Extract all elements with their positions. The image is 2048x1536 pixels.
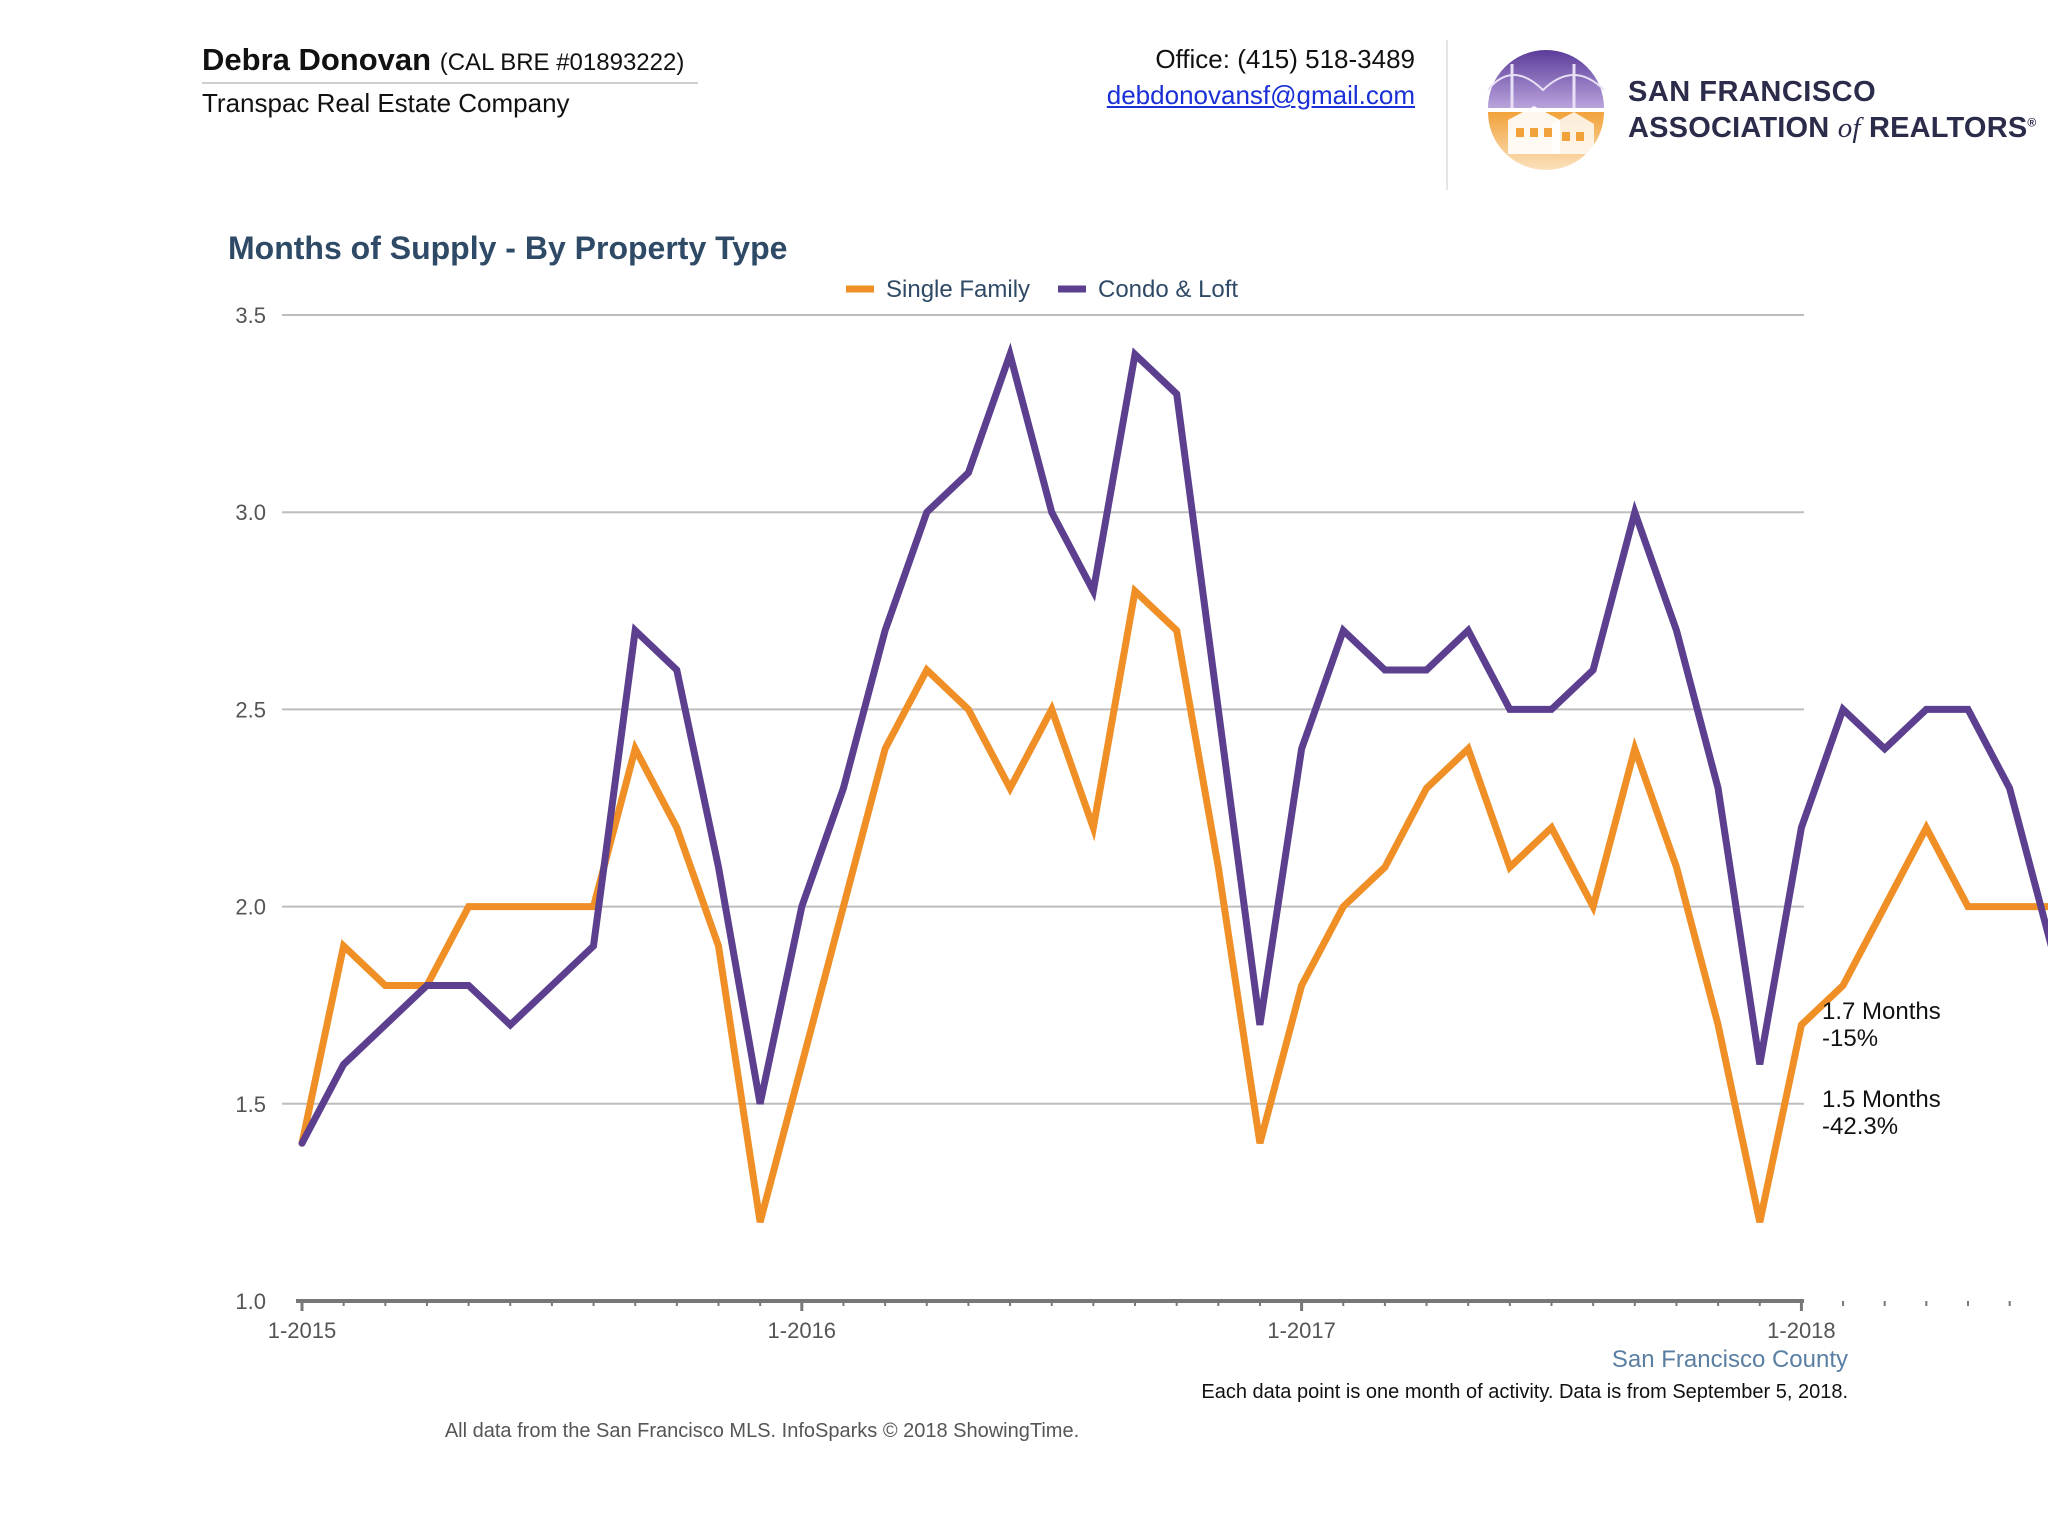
legend: Single Family Condo & Loft	[846, 276, 1238, 303]
association-name-line1: SAN FRANCISCO	[1628, 76, 1877, 108]
series-lines	[298, 342, 2048, 1223]
legend-label: Condo & Loft	[1098, 276, 1238, 303]
y-tick-label: 2.0	[235, 895, 266, 920]
end-label-change: -15%	[1822, 1025, 1878, 1052]
registered-mark: ®	[2027, 115, 2037, 130]
association-name-line2: ASSOCIATION of REALTORS®	[1628, 112, 2036, 145]
chart-title: Months of Supply - By Property Type	[228, 230, 788, 266]
sf-association-logo-icon	[1487, 50, 1605, 170]
y-tick-label: 1.5	[235, 1092, 266, 1117]
association-word: ASSOCIATION	[1628, 112, 1830, 144]
agent-license: (CAL BRE #01893222)	[439, 49, 685, 76]
x-tick-label: 1-2015	[268, 1318, 337, 1343]
agent-name: Debra Donovan (CAL BRE #01893222)	[202, 42, 684, 78]
axes: 1.0 1.5 2.0 2.5 3.0 3.5 1-2015 1-2016 1-2017 1-20…	[235, 303, 2011, 1343]
y-tick-label: 1.0	[235, 1289, 266, 1314]
y-tick-label: 2.5	[235, 697, 266, 722]
end-label-value: 1.5 Months	[1822, 1086, 1941, 1113]
agent-name-text: Debra Donovan	[202, 42, 432, 77]
source-credit: All data from the San Francisco MLS. Inf…	[444, 1420, 1080, 1442]
y-tick-label: 3.0	[235, 500, 266, 525]
legend-label: Single Family	[886, 276, 1030, 303]
y-tick-label: 3.5	[235, 303, 266, 328]
header-divider	[1446, 40, 1448, 190]
x-tick-label: 1-2017	[1267, 1318, 1336, 1343]
x-tick-label: 1-2018	[1767, 1318, 1836, 1343]
office-phone: Office: (415) 518-3489	[1155, 44, 1415, 74]
series-line-condo-loft	[298, 342, 2048, 1147]
company-name: Transpac Real Estate Company	[202, 88, 570, 118]
grid-lines	[282, 314, 1804, 1105]
data-footnote: Each data point is one month of activity…	[1201, 1381, 1848, 1403]
association-realtors: REALTORS	[1868, 112, 2028, 144]
agent-divider	[202, 82, 698, 84]
email-link[interactable]: debdonovansf@gmail.com	[1106, 80, 1415, 110]
end-labels: 1.7 Months-15% 1.5 Months-42.3%	[1822, 998, 1941, 1140]
association-of: of	[1837, 112, 1861, 144]
x-tick-label: 1-2016	[768, 1318, 837, 1343]
end-label-change: -42.3%	[1822, 1113, 1898, 1140]
region-label: San Francisco County	[1611, 1346, 1848, 1373]
end-label-value: 1.7 Months	[1822, 998, 1941, 1025]
